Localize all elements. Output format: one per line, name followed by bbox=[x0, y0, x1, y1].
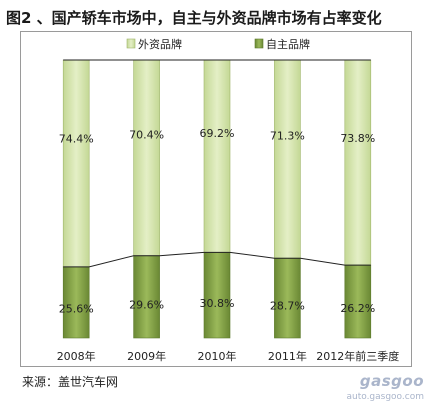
watermark-url: auto.gasgoo.com bbox=[346, 392, 424, 402]
bar-foreign-0 bbox=[62, 59, 90, 268]
legend-label-0: 外资品牌 bbox=[138, 37, 182, 51]
stacked-bar-chart: 74.4% 25.6% 2008年 70.4% 29.6% 2009年 69.2% 30.8%… bbox=[57, 37, 400, 363]
bar-domestic-0 bbox=[62, 266, 90, 339]
bar-domestic-1 bbox=[133, 255, 160, 339]
data-label-foreign-4: 73.8% bbox=[340, 132, 375, 145]
data-label-foreign-3: 71.3% bbox=[270, 129, 305, 142]
data-label-domestic-0: 25.6% bbox=[59, 302, 94, 315]
data-label-domestic-4: 26.2% bbox=[340, 302, 375, 315]
data-label-domestic-1: 29.6% bbox=[129, 298, 164, 311]
x-tick-label-1: 2009年 bbox=[127, 349, 166, 363]
legend-swatch-0 bbox=[126, 38, 136, 49]
bar-domestic-2 bbox=[203, 252, 231, 339]
legend-swatch-1 bbox=[254, 38, 264, 49]
watermark-brand: gasgoo bbox=[359, 372, 424, 390]
source-note: 来源：盖世汽车网 bbox=[22, 375, 119, 389]
data-label-foreign-1: 70.4% bbox=[129, 128, 164, 141]
gasgoo-watermark-logo: gasgoo auto.gasgoo.com bbox=[334, 372, 426, 402]
x-tick-label-2: 2010年 bbox=[198, 349, 237, 363]
bar-foreign-3 bbox=[274, 59, 301, 259]
bar-domestic-4 bbox=[344, 264, 372, 339]
bar-domestic-3 bbox=[274, 257, 301, 339]
data-label-foreign-0: 74.4% bbox=[59, 133, 94, 146]
data-label-domestic-3: 28.7% bbox=[270, 299, 305, 312]
legend-label-1: 自主品牌 bbox=[266, 37, 310, 51]
series-connector-domestic bbox=[63, 251, 371, 268]
bar-foreign-2 bbox=[203, 59, 231, 253]
data-label-domestic-2: 30.8% bbox=[200, 297, 235, 310]
data-label-foreign-2: 69.2% bbox=[200, 127, 235, 140]
x-tick-label-3: 2011年 bbox=[268, 349, 307, 363]
bar-foreign-4 bbox=[344, 59, 372, 266]
x-tick-label-0: 2008年 bbox=[57, 349, 96, 363]
chart-title: 图2 、国产轿车市场中，自主与外资品牌市场有占率变化 bbox=[6, 9, 382, 27]
x-tick-label-4: 2012年前三季度 bbox=[316, 349, 399, 363]
chart-area: 74.4% 25.6% 2008年 70.4% 29.6% 2009年 69.2% 30.8%… bbox=[20, 31, 412, 367]
bar-foreign-1 bbox=[133, 59, 160, 257]
